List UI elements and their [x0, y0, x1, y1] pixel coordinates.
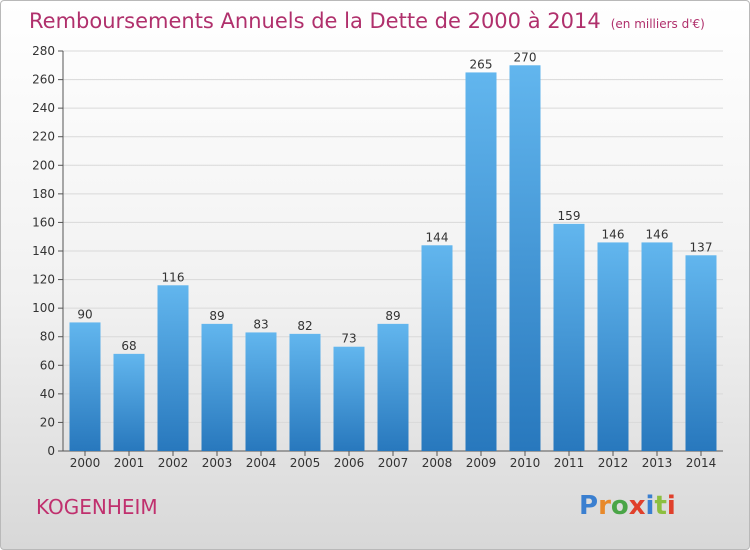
y-tick-label: 160: [32, 215, 55, 229]
bar: [465, 72, 497, 451]
bar: [509, 65, 541, 452]
logo-letter: t: [654, 491, 667, 521]
bar: [377, 323, 409, 451]
y-tick-label: 80: [40, 330, 55, 344]
bar: [685, 255, 717, 451]
bar: [289, 333, 321, 451]
y-tick-label: 100: [32, 301, 55, 315]
y-tick-label: 220: [32, 130, 55, 144]
bars: [69, 65, 717, 452]
x-tick-label: 2000: [70, 456, 101, 470]
bar-value-label: 265: [470, 57, 493, 71]
bar: [245, 332, 277, 451]
x-tick-label: 2010: [510, 456, 541, 470]
bar: [201, 323, 233, 451]
bar: [553, 223, 585, 451]
x-tick-label: 2007: [378, 456, 409, 470]
bar-value-label: 146: [646, 227, 669, 241]
logo-letter: r: [598, 491, 611, 521]
chart-title: Remboursements Annuels de la Dette de 20…: [29, 9, 601, 33]
x-tick-label: 2014: [686, 456, 717, 470]
commune-name: KOGENHEIM: [36, 495, 158, 519]
bar-value-label: 116: [162, 270, 185, 284]
x-tick-label: 2009: [466, 456, 497, 470]
labels: 0 20 40 60 80 100 120 140 160 180 200 220 240 260 280 9…: [32, 44, 716, 470]
bar-value-label: 89: [209, 309, 224, 323]
bar-value-label: 270: [514, 50, 537, 64]
y-tick-label: 120: [32, 273, 55, 287]
y-tick-label: 280: [32, 44, 55, 58]
y-tick-label: 180: [32, 187, 55, 201]
logo-letter: P: [579, 491, 599, 521]
bar-value-label: 144: [426, 230, 449, 244]
logo-letter: i: [666, 491, 676, 521]
bar-value-label: 89: [385, 309, 400, 323]
bar-value-label: 146: [602, 227, 625, 241]
x-tick-label: 2001: [114, 456, 145, 470]
logo-letter: i: [645, 491, 655, 521]
y-tick-label: 140: [32, 244, 55, 258]
y-tick-label: 0: [47, 444, 55, 458]
bar: [69, 322, 101, 451]
bar-value-label: 137: [690, 240, 713, 254]
bar: [157, 285, 189, 451]
bar-value-label: 90: [77, 307, 92, 321]
y-tick-label: 240: [32, 101, 55, 115]
x-tick-label: 2004: [246, 456, 277, 470]
bar-value-label: 159: [558, 209, 581, 223]
x-tick-label: 2012: [598, 456, 629, 470]
x-tick-label: 2005: [290, 456, 321, 470]
logo-letter: o: [610, 491, 629, 521]
bar-value-label: 82: [297, 319, 312, 333]
bar-value-label: 68: [121, 339, 136, 353]
y-tick-label: 60: [40, 358, 55, 372]
bar: [597, 242, 629, 451]
x-tick-label: 2008: [422, 456, 453, 470]
bar: [333, 346, 365, 451]
y-tick-label: 200: [32, 158, 55, 172]
bar: [641, 242, 673, 451]
x-tick-label: 2006: [334, 456, 365, 470]
chart-subtitle: (en milliers d'€): [610, 17, 705, 31]
bar-value-label: 73: [341, 332, 356, 346]
x-tick-label: 2002: [158, 456, 189, 470]
y-tick-label: 40: [40, 387, 55, 401]
bar-value-label: 83: [253, 317, 268, 331]
x-tick-label: 2011: [554, 456, 585, 470]
y-tick-label: 260: [32, 73, 55, 87]
chart-title-line: Remboursements Annuels de la Dette de 20…: [29, 9, 705, 33]
bar: [421, 245, 453, 451]
x-tick-label: 2013: [642, 456, 673, 470]
proxiti-logo[interactable]: Proxiti: [579, 491, 676, 521]
y-tick-label: 20: [40, 415, 55, 429]
bar: [113, 353, 145, 451]
logo-letter: x: [628, 491, 646, 521]
x-tick-label: 2003: [202, 456, 233, 470]
